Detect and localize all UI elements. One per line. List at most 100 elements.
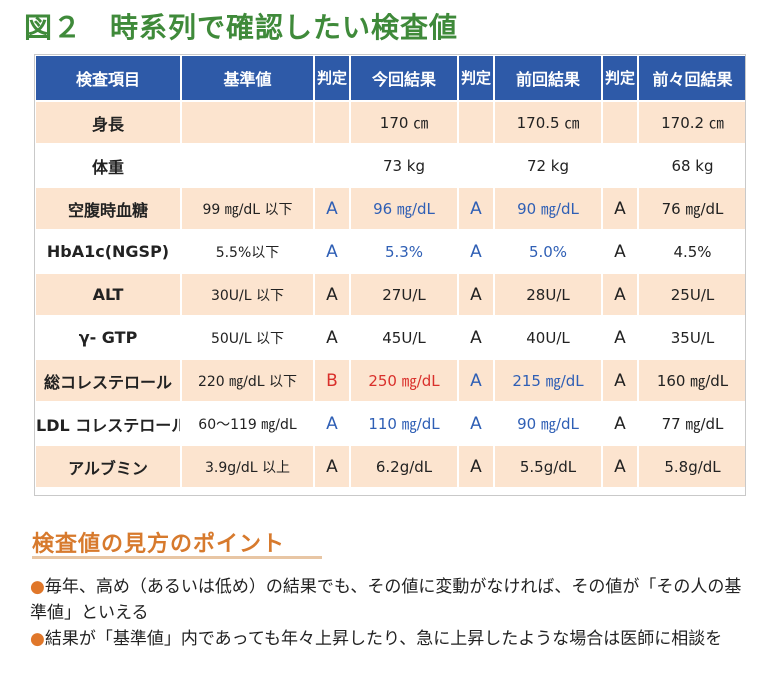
judge-before-previous-cell: [601, 143, 639, 188]
before-previous-result-cell: 170.2 ㎝: [637, 100, 748, 145]
table-row: γ- GTP 50U/L 以下 A 45U/L A 40U/L A 35U/L: [34, 315, 748, 360]
header-judge-text: 判定: [460, 69, 491, 87]
standard-value-cell: 3.9g/dL 以上: [180, 444, 315, 489]
bullet-dot-icon: ●: [30, 577, 45, 597]
header-current: 今回結果: [349, 54, 459, 102]
point-item: ●結果が「基準値」内であっても年々上昇したり、急に上昇したような場合は医師に相談…: [30, 626, 750, 652]
current-result-cell: 110 ㎎/dL: [349, 401, 459, 446]
header-before-previous: 前々回結果: [637, 54, 748, 102]
table-header-row: 検査項目 基準値 判定 今回結果 判定 前回結果 判定 前々回結果: [34, 54, 748, 102]
figure-title-text: 時系列で確認したい検査値: [110, 11, 459, 44]
judge-current-cell: A: [313, 229, 351, 274]
judge-current-cell: A: [313, 186, 351, 231]
before-previous-result-cell: 4.5%: [637, 229, 748, 274]
header-judge-text: 判定: [604, 69, 635, 87]
previous-result-cell: 90 ㎎/dL: [493, 186, 603, 231]
item-name-cell: 体重: [34, 143, 182, 188]
header-previous: 前回結果: [493, 54, 603, 102]
point-text: 結果が「基準値」内であっても年々上昇したり、急に上昇したような場合は医師に相談を: [44, 629, 723, 649]
judge-current-cell: [313, 100, 351, 145]
previous-result-cell: 5.0%: [493, 229, 603, 274]
bullet-dot-icon: ●: [30, 629, 45, 649]
points-heading-underline: [32, 556, 322, 559]
standard-value-cell: 60～119 ㎎/dL: [180, 401, 315, 446]
current-result-cell: 27U/L: [349, 272, 459, 317]
item-name-cell: 身長: [34, 100, 182, 145]
before-previous-result-cell: 35U/L: [637, 315, 748, 360]
header-item: 検査項目: [34, 54, 182, 102]
judge-current-cell: A: [313, 444, 351, 489]
judge-previous-cell: A: [457, 315, 495, 360]
item-name-cell: アルブミン: [34, 444, 182, 489]
standard-value-cell: 50U/L 以下: [180, 315, 315, 360]
header-judge-2: 判定: [457, 54, 495, 102]
current-result-cell: 96 ㎎/dL: [349, 186, 459, 231]
table-row: ALT 30U/L 以下 A 27U/L A 28U/L A 25U/L: [34, 272, 748, 317]
point-item: ●毎年、高め（あるいは低め）の結果でも、その値に変動がなければ、その値が「その人…: [30, 574, 750, 626]
before-previous-result-cell: 76 ㎎/dL: [637, 186, 748, 231]
previous-result-cell: 170.5 ㎝: [493, 100, 603, 145]
judge-before-previous-cell: A: [601, 315, 639, 360]
header-judge-text: 判定: [316, 69, 347, 87]
standard-value-cell: 5.5%以下: [180, 229, 315, 274]
point-text: 毎年、高め（あるいは低め）の結果でも、その値に変動がなければ、その値が「その人の…: [30, 577, 742, 623]
judge-before-previous-cell: A: [601, 358, 639, 403]
current-result-cell: 250 ㎎/dL: [349, 358, 459, 403]
judge-before-previous-cell: [601, 100, 639, 145]
previous-result-cell: 215 ㎎/dL: [493, 358, 603, 403]
item-name-cell: 空腹時血糖: [34, 186, 182, 231]
header-judge-3: 判定: [601, 54, 639, 102]
current-result-cell: 73 kg: [349, 143, 459, 188]
header-judge-1: 判定: [313, 54, 351, 102]
previous-result-cell: 5.5g/dL: [493, 444, 603, 489]
judge-previous-cell: [457, 100, 495, 145]
before-previous-result-cell: 68 kg: [637, 143, 748, 188]
table-row: HbA1c(NGSP) 5.5%以下 A 5.3% A 5.0% A 4.5%: [34, 229, 748, 274]
judge-before-previous-cell: A: [601, 444, 639, 489]
judge-before-previous-cell: A: [601, 401, 639, 446]
header-standard: 基準値: [180, 54, 315, 102]
previous-result-cell: 90 ㎎/dL: [493, 401, 603, 446]
figure-number: 図２: [24, 11, 83, 44]
judge-current-cell: A: [313, 315, 351, 360]
judge-previous-cell: A: [457, 444, 495, 489]
judge-previous-cell: A: [457, 186, 495, 231]
current-result-cell: 5.3%: [349, 229, 459, 274]
standard-value-cell: 30U/L 以下: [180, 272, 315, 317]
before-previous-result-cell: 25U/L: [637, 272, 748, 317]
standard-value-cell: [180, 143, 315, 188]
standard-value-cell: 99 ㎎/dL 以下: [180, 186, 315, 231]
judge-before-previous-cell: A: [601, 272, 639, 317]
judge-previous-cell: A: [457, 272, 495, 317]
judge-current-cell: [313, 143, 351, 188]
figure-title: 図２ 時系列で確認したい検査値: [24, 6, 458, 46]
previous-result-cell: 72 kg: [493, 143, 603, 188]
judge-current-cell: B: [313, 358, 351, 403]
judge-current-cell: A: [313, 272, 351, 317]
judge-before-previous-cell: A: [601, 186, 639, 231]
item-name-cell: LDL コレステロール: [34, 401, 182, 446]
table-row: アルブミン 3.9g/dL 以上 A 6.2g/dL A 5.5g/dL A 5.8g/dL: [34, 444, 748, 489]
current-result-cell: 6.2g/dL: [349, 444, 459, 489]
judge-previous-cell: A: [457, 358, 495, 403]
table-row: 総コレステロール 220 ㎎/dL 以下 B 250 ㎎/dL A 215 ㎎/dL A 16…: [34, 358, 748, 403]
judge-previous-cell: A: [457, 401, 495, 446]
judge-current-cell: A: [313, 401, 351, 446]
current-result-cell: 45U/L: [349, 315, 459, 360]
before-previous-result-cell: 5.8g/dL: [637, 444, 748, 489]
judge-previous-cell: A: [457, 229, 495, 274]
current-result-cell: 170 ㎝: [349, 100, 459, 145]
judge-before-previous-cell: A: [601, 229, 639, 274]
standard-value-cell: 220 ㎎/dL 以下: [180, 358, 315, 403]
judge-previous-cell: [457, 143, 495, 188]
points-heading: 検査値の見方のポイント: [32, 532, 286, 557]
item-name-cell: HbA1c(NGSP): [34, 229, 182, 274]
before-previous-result-cell: 160 ㎎/dL: [637, 358, 748, 403]
previous-result-cell: 40U/L: [493, 315, 603, 360]
item-name-cell: 総コレステロール: [34, 358, 182, 403]
previous-result-cell: 28U/L: [493, 272, 603, 317]
item-name-cell: γ- GTP: [34, 315, 182, 360]
before-previous-result-cell: 77 ㎎/dL: [637, 401, 748, 446]
lab-results-table: 検査項目 基準値 判定 今回結果 判定 前回結果 判定 前々回結果 身長 170 …: [34, 54, 748, 489]
standard-value-cell: [180, 100, 315, 145]
